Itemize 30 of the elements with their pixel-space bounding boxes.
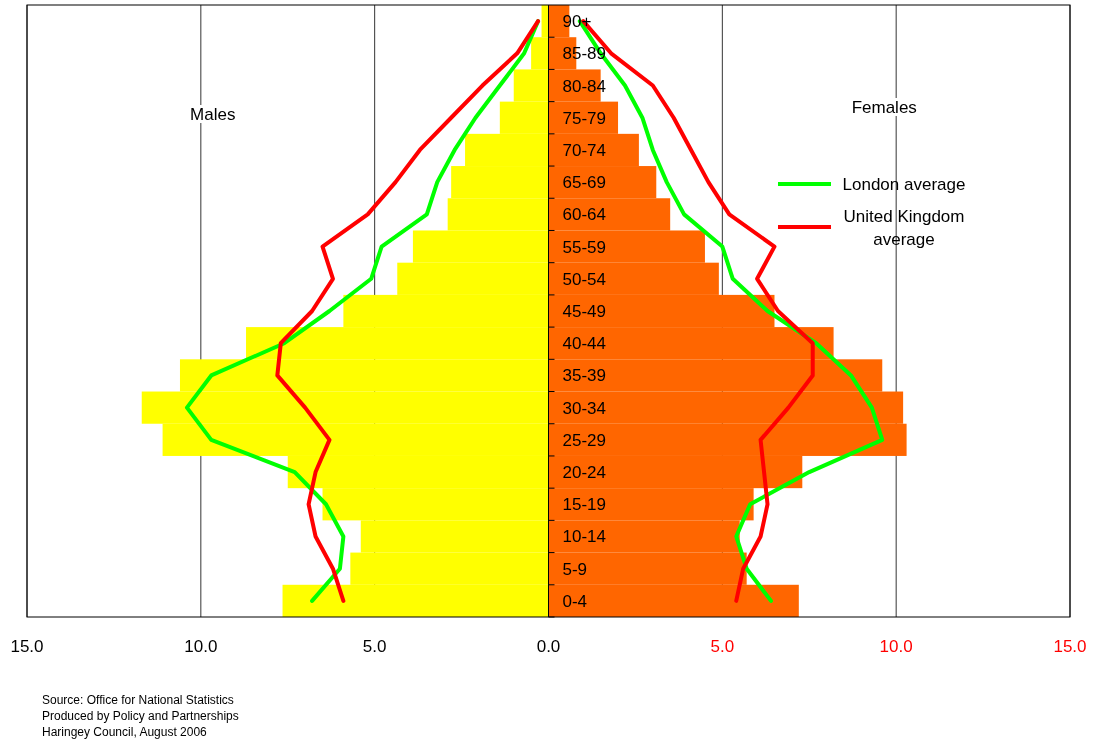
x-tick-label: 0.0 xyxy=(536,637,561,656)
y-tick-label: 5-9 xyxy=(562,559,588,579)
y-tick-label: 75-79 xyxy=(562,108,606,128)
y-tick-label: 0-4 xyxy=(562,591,588,611)
y-tick-label: 25-29 xyxy=(562,430,606,450)
y-tick-label: 10-14 xyxy=(562,527,606,547)
y-tick-label: 40-44 xyxy=(562,334,606,354)
annotation: Females xyxy=(851,98,917,117)
y-tick-label: 30-34 xyxy=(562,398,606,418)
x-tick-label: 10.0 xyxy=(879,637,913,656)
legend-label: London average xyxy=(842,175,966,194)
y-tick-label: 35-39 xyxy=(562,366,606,386)
x-tick-label: 5.0 xyxy=(710,637,735,656)
x-tick-label: 15.0 xyxy=(1053,637,1087,656)
text: Produced by Policy and Partnerships xyxy=(42,709,239,723)
y-tick-label: 55-59 xyxy=(562,237,606,257)
annotation: Males xyxy=(190,105,236,124)
x-tick-label: 5.0 xyxy=(362,637,387,656)
source-note: Source: Office for National Statistics xyxy=(42,693,234,707)
x-tick-label: 10.0 xyxy=(184,637,218,656)
y-tick-label: 15-19 xyxy=(562,495,606,515)
legend-label: United Kingdom average xyxy=(843,207,965,249)
x-tick-label: 15.0 xyxy=(10,637,44,656)
y-tick-label: 45-49 xyxy=(562,302,606,321)
y-tick-label: 50-54 xyxy=(562,269,606,289)
y-tick-label: 60-64 xyxy=(562,205,606,225)
y-tick-label: 65-69 xyxy=(562,173,606,193)
text: Haringey Council, August 2006 xyxy=(42,725,208,739)
y-tick-label: 70-74 xyxy=(562,140,606,160)
y-tick-label: 20-24 xyxy=(562,463,606,483)
